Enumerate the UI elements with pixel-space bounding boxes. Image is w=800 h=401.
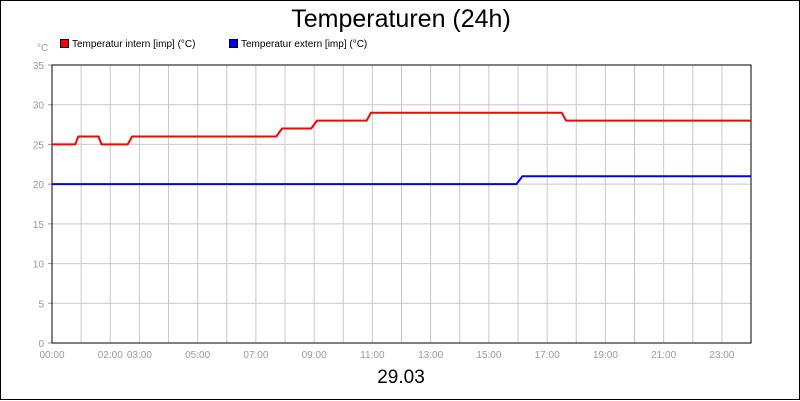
x-tick-label: 19:00 <box>593 350 618 361</box>
y-tick-label: 20 <box>33 180 45 191</box>
legend-item-extern: Temperatur extern [imp] (°C) <box>229 39 367 51</box>
x-tick-label: 11:00 <box>360 350 385 361</box>
series-line-extern <box>52 175 751 186</box>
legend-item-intern: Temperatur intern [imp] (°C) <box>60 39 195 51</box>
x-tick-label: 05:00 <box>185 350 210 361</box>
x-tick-label: 07:00 <box>243 350 268 361</box>
y-tick-label: 10 <box>33 260 45 271</box>
x-tick-label: 02:00 <box>98 350 123 361</box>
y-axis-unit: °C <box>37 43 49 54</box>
y-tick-label: 25 <box>33 140 45 151</box>
plot-border <box>51 64 752 344</box>
y-tick-label: 5 <box>38 299 44 310</box>
date-label: 29.03 <box>377 367 425 388</box>
legend-swatch-intern <box>60 39 69 48</box>
x-tick-label: 23:00 <box>709 350 734 361</box>
x-tick-label: 13:00 <box>418 350 443 361</box>
chart-title: Temperaturen (24h) <box>291 5 511 33</box>
series-line-intern <box>52 111 751 146</box>
x-tick-label: 09:00 <box>302 350 327 361</box>
y-tick-label: 0 <box>38 339 44 350</box>
legend-swatch-extern <box>229 39 238 48</box>
x-tick-label: 03:00 <box>127 350 152 361</box>
x-tick-label: 17:00 <box>535 350 560 361</box>
legend-label-intern: Temperatur intern [imp] (°C) <box>72 39 196 50</box>
x-tick-label: 21:00 <box>651 350 676 361</box>
x-tick-label: 00:00 <box>39 350 64 361</box>
y-tick-label: 30 <box>33 101 45 112</box>
y-tick-label: 35 <box>33 61 45 72</box>
y-tick-label: 15 <box>33 220 45 231</box>
legend-label-extern: Temperatur extern [imp] (°C) <box>241 39 368 50</box>
x-tick-label: 15:00 <box>476 350 501 361</box>
